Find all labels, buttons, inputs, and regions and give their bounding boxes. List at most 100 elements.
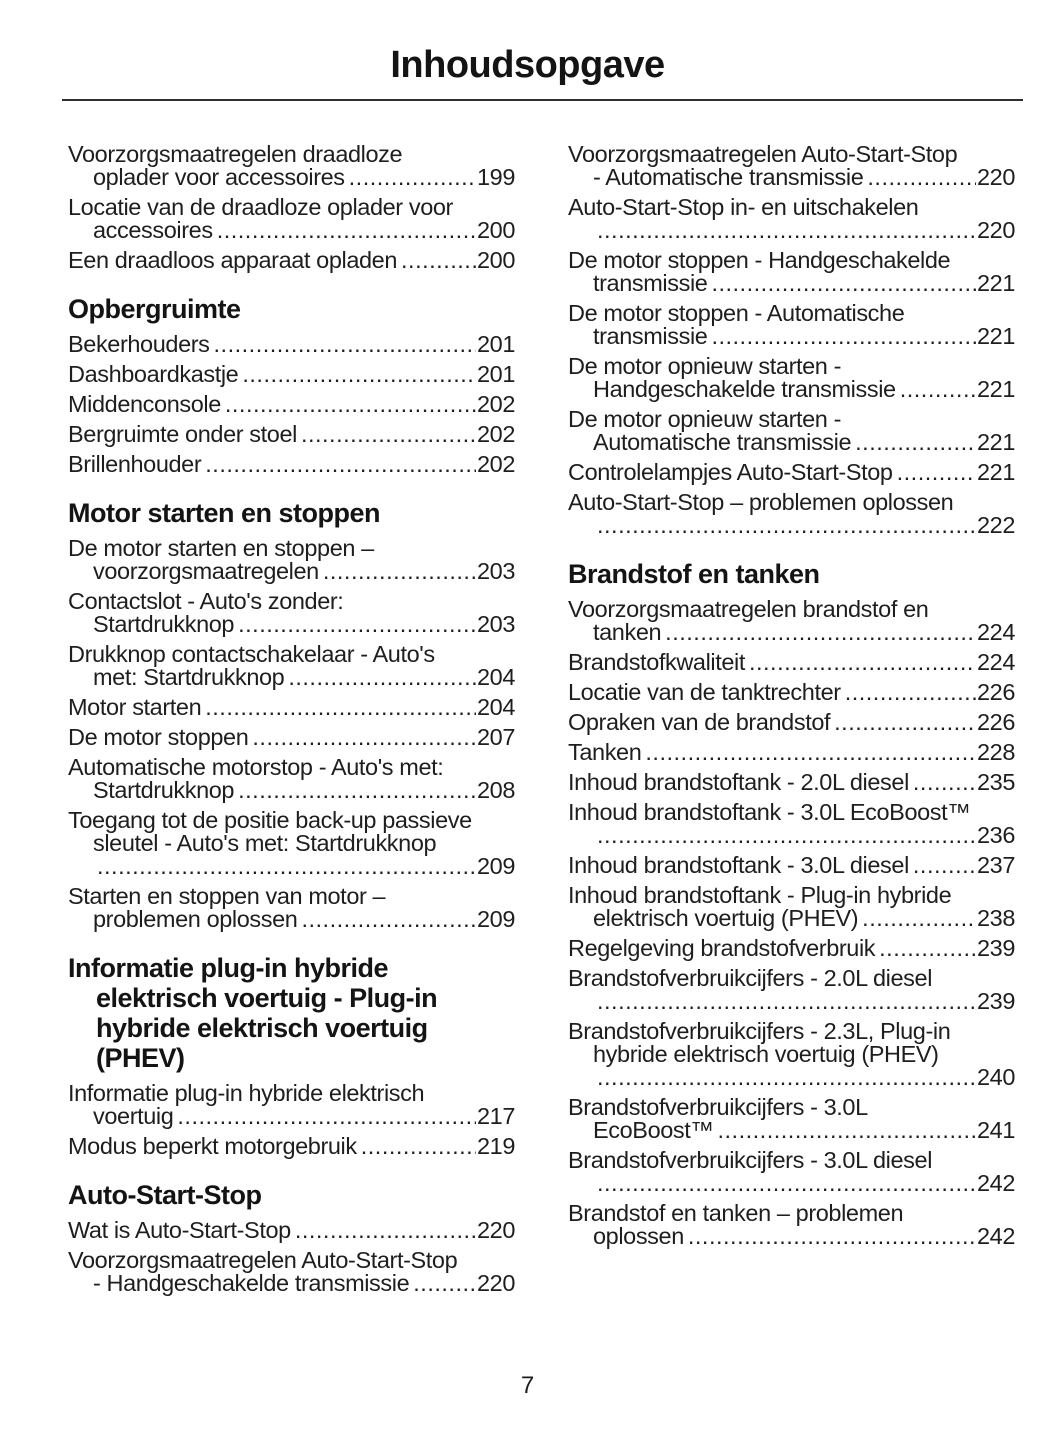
- dot-leader: [711, 272, 976, 295]
- toc-column: Voorzorgsmaatregelen draadloze oplader vo…: [68, 142, 515, 1302]
- page-ref: 208: [476, 777, 515, 803]
- toc-entry-label: Controlelampjes Auto-Start-Stop: [568, 459, 893, 485]
- page-ref: 224: [976, 649, 1015, 675]
- page-ref: 238: [976, 905, 1015, 931]
- page-ref: 220: [976, 164, 1015, 190]
- toc-entry-label: De motor stoppen: [68, 724, 249, 750]
- toc-entry-label: transmissie: [593, 323, 708, 349]
- page-ref: 242: [976, 1170, 1015, 1196]
- toc-entry-label: Tanken: [568, 739, 642, 765]
- page-ref: 199: [476, 164, 515, 190]
- dot-leader: [301, 908, 476, 931]
- dot-leader: [252, 726, 476, 749]
- page-ref: 240: [976, 1064, 1015, 1090]
- page-ref: 242: [976, 1223, 1015, 1249]
- dot-leader: [913, 771, 976, 794]
- toc-entry: Tanken 228: [568, 739, 1015, 765]
- toc-entry-label: Regelgeving brandstofverbruik: [568, 935, 876, 961]
- toc-entry: Voorzorgsmaatregelen Auto-Start-Stop - Ha…: [68, 1248, 515, 1296]
- toc-entry-label: Inhoud brandstoftank - 3.0L diesel: [568, 852, 909, 878]
- page-ref: 228: [976, 739, 1015, 765]
- toc-entry: De motor opnieuw starten - Automatische t…: [568, 407, 1015, 455]
- table-of-contents: Voorzorgsmaatregelen draadloze oplader vo…: [68, 142, 1015, 1302]
- dot-leader: [900, 378, 976, 401]
- toc-column: Voorzorgsmaatregelen Auto-Start-Stop - Au…: [568, 142, 1015, 1302]
- toc-entry-label: oplossen: [593, 1223, 684, 1249]
- toc-entry-label: Bekerhouders: [68, 331, 210, 357]
- toc-entry-label: Wat is Auto-Start-Stop: [68, 1217, 291, 1243]
- toc-entry: Een draadloos apparaat opladen 200: [68, 247, 515, 273]
- toc-entry: Inhoud brandstoftank - 3.0L diesel 237: [568, 852, 1015, 878]
- dot-leader: [688, 1225, 976, 1248]
- section-heading: Informatie plug-in hybride elektrisch voe…: [68, 953, 438, 1073]
- toc-entry-label: - Automatische transmissie: [593, 164, 864, 190]
- dot-leader: [217, 219, 476, 242]
- dot-leader: [645, 741, 976, 764]
- dot-leader: [177, 1105, 476, 1128]
- toc-entry: De motor stoppen 207: [68, 724, 515, 750]
- toc-entry: Brillenhouder 202: [68, 451, 515, 477]
- dot-leader: [597, 219, 976, 242]
- dot-leader: [597, 1066, 976, 1089]
- dot-leader: [597, 514, 976, 537]
- dot-leader: [238, 613, 476, 636]
- dot-leader: [361, 1135, 476, 1158]
- section-heading: Brandstof en tanken: [568, 559, 820, 589]
- dot-leader: [834, 711, 976, 734]
- toc-entry: Bekerhouders 201: [68, 331, 515, 357]
- dot-leader: [205, 453, 476, 476]
- toc-entry: Brandstofverbruikcijfers - 2.3L, Plug-in…: [568, 1019, 1015, 1090]
- toc-entry-label: EcoBoost™: [593, 1117, 714, 1143]
- page-ref: 209: [476, 853, 515, 879]
- page-ref: 201: [476, 331, 515, 357]
- dot-leader: [597, 1172, 976, 1195]
- page-ref: 239: [976, 988, 1015, 1014]
- toc-entry-label: Bergruimte onder stoel: [68, 421, 297, 447]
- page-ref: 236: [976, 822, 1015, 848]
- toc-entry: Brandstofverbruikcijfers - 2.0L diesel23…: [568, 966, 1015, 1014]
- toc-entry: De motor starten en stoppen – voorzorgsma…: [68, 536, 515, 583]
- dot-leader: [205, 696, 476, 719]
- toc-entry: Contactslot - Auto's zonder: Startdrukkno…: [68, 589, 515, 637]
- toc-entry-label: Brandstofkwaliteit: [568, 649, 745, 675]
- dot-leader: [288, 666, 476, 689]
- toc-entry: Brandstofkwaliteit 224: [568, 649, 1015, 675]
- toc-entry-label: Brillenhouder: [68, 451, 202, 477]
- toc-entry: Opraken van de brandstof 226: [568, 709, 1015, 735]
- toc-entry: Motor starten 204: [68, 694, 515, 720]
- page-ref: 241: [976, 1117, 1015, 1143]
- toc-entry-label: Motor starten: [68, 694, 202, 720]
- toc-entry: De motor stoppen - Handgeschakelde transm…: [568, 248, 1015, 296]
- toc-entry-label: Middenconsole: [68, 391, 221, 417]
- dot-leader: [323, 560, 476, 583]
- page-ref: 203: [476, 611, 515, 637]
- page-ref: 207: [476, 724, 515, 750]
- dot-leader: [749, 651, 976, 674]
- page-ref: 239: [976, 935, 1015, 961]
- dot-leader: [301, 423, 476, 446]
- page-ref: 226: [976, 709, 1015, 735]
- toc-entry-label: Automatische transmissie: [593, 429, 852, 455]
- page-ref: 220: [476, 1270, 515, 1296]
- toc-entry: Brandstof en tanken – problemenoplossen2…: [568, 1201, 1015, 1249]
- toc-entry-label: problemen oplossen: [93, 906, 298, 932]
- toc-entry: Locatie van de tanktrechter 226: [568, 680, 1015, 704]
- toc-entry: Brandstofverbruikcijfers - 3.0L EcoBoost™…: [568, 1095, 1015, 1143]
- toc-entry: Dashboardkastje 201: [68, 362, 515, 386]
- page-title: Inhoudsopgave: [390, 44, 665, 86]
- page-ref: 221: [976, 270, 1015, 296]
- page-ref: 204: [476, 664, 515, 690]
- toc-entry-label: Handgeschakelde transmissie: [593, 376, 896, 402]
- toc-entry: Voorzorgsmaatregelen draadloze oplader vo…: [68, 142, 515, 190]
- page-ref: 221: [976, 376, 1015, 402]
- dot-leader: [867, 166, 976, 189]
- toc-entry: Locatie van de draadloze oplader voor acc…: [68, 195, 515, 242]
- toc-entry: Inhoud brandstoftank - 3.0L EcoBoost™236: [568, 800, 1015, 848]
- toc-entry: Informatie plug-in hybride elektrisch voe…: [68, 1081, 515, 1129]
- dot-leader: [897, 461, 976, 484]
- toc-entry-label: voertuig: [93, 1103, 174, 1129]
- dot-leader: [718, 1119, 976, 1142]
- page-ref: 200: [476, 247, 515, 273]
- page-number: 7: [520, 1372, 535, 1399]
